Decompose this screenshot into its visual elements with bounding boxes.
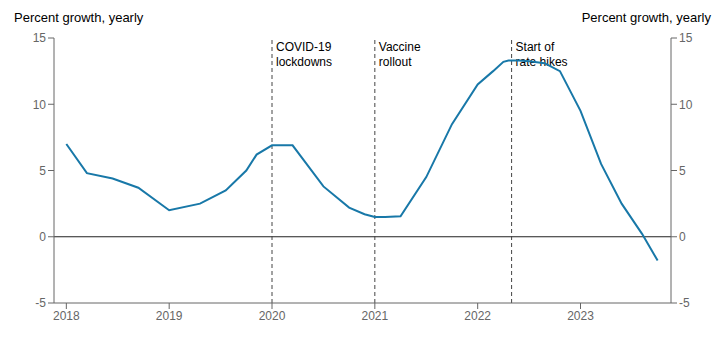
svg-text:2021: 2021	[361, 309, 388, 323]
svg-text:5: 5	[39, 164, 46, 178]
svg-text:2018: 2018	[53, 309, 80, 323]
svg-text:Start ofrate hikes: Start ofrate hikes	[516, 40, 568, 69]
svg-text:15: 15	[33, 31, 47, 45]
svg-text:0: 0	[39, 230, 46, 244]
svg-text:2022: 2022	[464, 309, 491, 323]
svg-text:15: 15	[679, 31, 693, 45]
svg-text:2019: 2019	[156, 309, 183, 323]
svg-text:Vaccinerollout: Vaccinerollout	[379, 40, 421, 69]
svg-text:-5: -5	[679, 296, 690, 310]
html-text:Percent growth, yearly: Percent growth, yearly	[14, 10, 144, 25]
svg-text:COVID-19lockdowns: COVID-19lockdowns	[276, 40, 332, 69]
svg-text:2020: 2020	[259, 309, 286, 323]
html-text:Percent growth, yearly: Percent growth, yearly	[581, 10, 711, 25]
svg-text:2023: 2023	[567, 309, 594, 323]
svg-text:10: 10	[33, 98, 47, 112]
svg-text:-5: -5	[35, 296, 46, 310]
svg-text:5: 5	[679, 164, 686, 178]
svg-text:0: 0	[679, 230, 686, 244]
svg-text:10: 10	[679, 98, 693, 112]
